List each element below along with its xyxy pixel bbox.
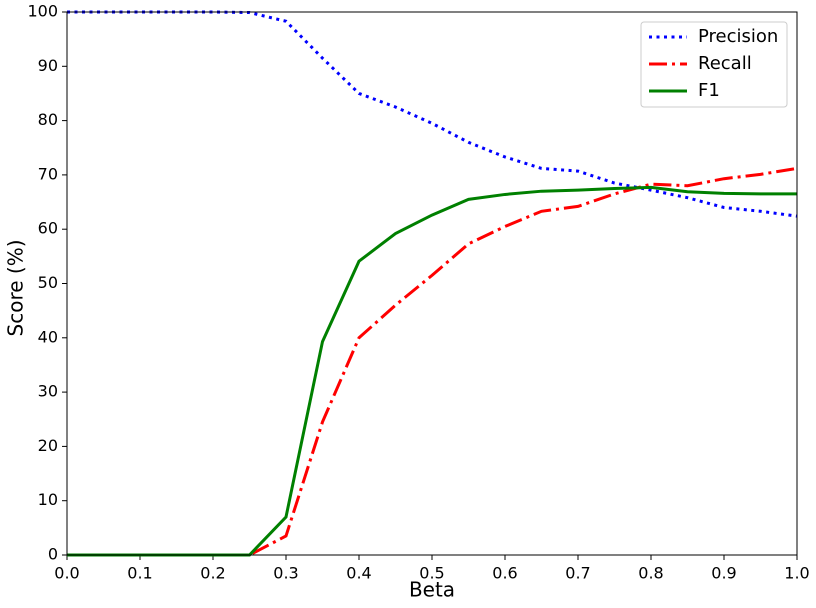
series-line xyxy=(67,185,797,557)
y-axis-label: Score (%) xyxy=(4,240,28,337)
y-tick-label: 40 xyxy=(38,327,58,346)
legend-label: F1 xyxy=(698,80,720,101)
x-tick-label: 0.1 xyxy=(127,564,152,583)
x-axis-label: Beta xyxy=(409,578,455,602)
plot-frame xyxy=(66,11,798,556)
y-tick-label: 30 xyxy=(38,382,58,401)
x-tick-label: 0.3 xyxy=(273,564,298,583)
x-tick-label: 0.6 xyxy=(492,564,517,583)
y-tick-label: 60 xyxy=(38,219,58,238)
y-tick-label: 50 xyxy=(38,273,58,292)
y-tick-label: 90 xyxy=(38,56,58,75)
x-tick-label: 0.7 xyxy=(565,564,590,583)
x-tick-label: 0.4 xyxy=(346,564,371,583)
legend-label: Recall xyxy=(698,53,752,74)
y-tick-label: 80 xyxy=(38,110,58,129)
x-tick-label: 0.0 xyxy=(54,564,79,583)
x-tick-label: 0.8 xyxy=(638,564,663,583)
y-tick-label: 20 xyxy=(38,436,58,455)
x-tick-label: 0.2 xyxy=(200,564,225,583)
y-tick-label: 70 xyxy=(38,164,58,183)
legend-box xyxy=(640,21,788,108)
y-tick-label: 100 xyxy=(27,2,58,21)
series-line xyxy=(67,166,798,557)
legend-label: Precision xyxy=(698,26,778,47)
y-tick-label: 0 xyxy=(48,545,58,564)
x-tick-label: 1.0 xyxy=(784,564,809,583)
x-tick-label: 0.5 xyxy=(419,564,444,583)
x-tick-label: 0.9 xyxy=(711,564,736,583)
y-tick-label: 10 xyxy=(38,490,58,509)
